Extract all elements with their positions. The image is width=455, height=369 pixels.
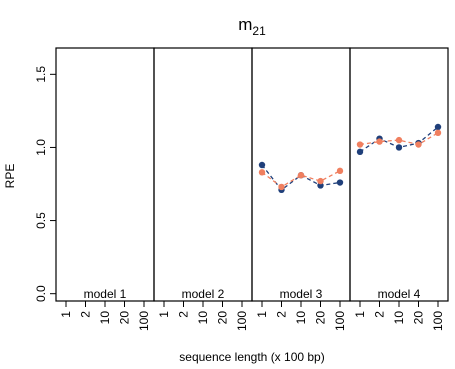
data-point <box>395 136 403 144</box>
y-axis: 0.0 0.5 1.0 1.5 <box>34 66 57 302</box>
y-tick-label: 0.0 <box>34 285 48 302</box>
y-axis-title: RPE <box>3 164 17 189</box>
x-tick-label: 2 <box>373 311 387 318</box>
x-tick-label: 2 <box>177 311 191 318</box>
y-tick-label: 1.5 <box>34 66 48 83</box>
x-tick-label: 100 <box>137 311 151 331</box>
chart-title: m21 <box>238 15 266 38</box>
x-tick-label: 10 <box>196 311 210 325</box>
data-point <box>317 182 324 189</box>
x-tick-label: 100 <box>235 311 249 331</box>
data-point <box>395 144 403 151</box>
data-point <box>317 177 324 185</box>
x-tick-label: 10 <box>98 311 112 325</box>
x-tick-label: 10 <box>294 311 308 325</box>
x-tick-label: 10 <box>392 311 406 325</box>
data-point <box>356 141 364 148</box>
data-point <box>356 148 364 156</box>
x-tick-label: 1 <box>157 311 171 318</box>
series-line <box>359 132 439 146</box>
x-axis-title: sequence length (x 100 bp) <box>179 350 324 364</box>
x-tick-label: 100 <box>333 311 347 331</box>
series-line <box>261 170 341 188</box>
panel-3: model 3 <box>251 47 351 302</box>
panel-label: model 3 <box>280 287 323 301</box>
data-point <box>258 161 266 169</box>
x-tick-label: 20 <box>216 311 230 325</box>
data-point <box>278 183 285 191</box>
x-axis: 1 2 10 20 100 1 2 10 20 100 1 2 10 20 100 1 2 10 20 100 <box>59 301 445 331</box>
panel-frame <box>55 47 155 302</box>
panel-2: model 2 <box>153 47 253 302</box>
x-tick-label: 2 <box>275 311 289 318</box>
y-tick-label: 0.5 <box>34 212 48 229</box>
panels: model 1 model 2 model 3 model 4 <box>55 47 449 302</box>
x-tick-label: 2 <box>79 311 93 318</box>
panel-4: model 4 <box>349 47 449 302</box>
panel-label: model 4 <box>378 287 421 301</box>
panel-label: model 1 <box>84 287 127 301</box>
panel-label: model 2 <box>182 287 225 301</box>
data-point <box>336 179 344 186</box>
data-point <box>297 172 305 179</box>
x-tick-label: 20 <box>118 311 132 325</box>
x-tick-label: 1 <box>255 311 269 318</box>
data-point <box>336 167 344 175</box>
data-point <box>415 141 422 148</box>
panel-1: model 1 <box>55 47 155 302</box>
data-point <box>376 138 383 145</box>
data-point <box>434 129 442 137</box>
panel-frame <box>153 47 253 302</box>
x-tick-label: 100 <box>431 311 445 331</box>
data-point <box>258 169 266 176</box>
x-tick-label: 1 <box>353 311 367 318</box>
x-tick-label: 1 <box>59 311 73 318</box>
x-tick-label: 20 <box>412 311 426 325</box>
panel-frame <box>349 47 449 302</box>
y-tick-label: 1.0 <box>34 139 48 156</box>
data-point <box>434 123 442 131</box>
x-tick-label: 20 <box>314 311 328 325</box>
